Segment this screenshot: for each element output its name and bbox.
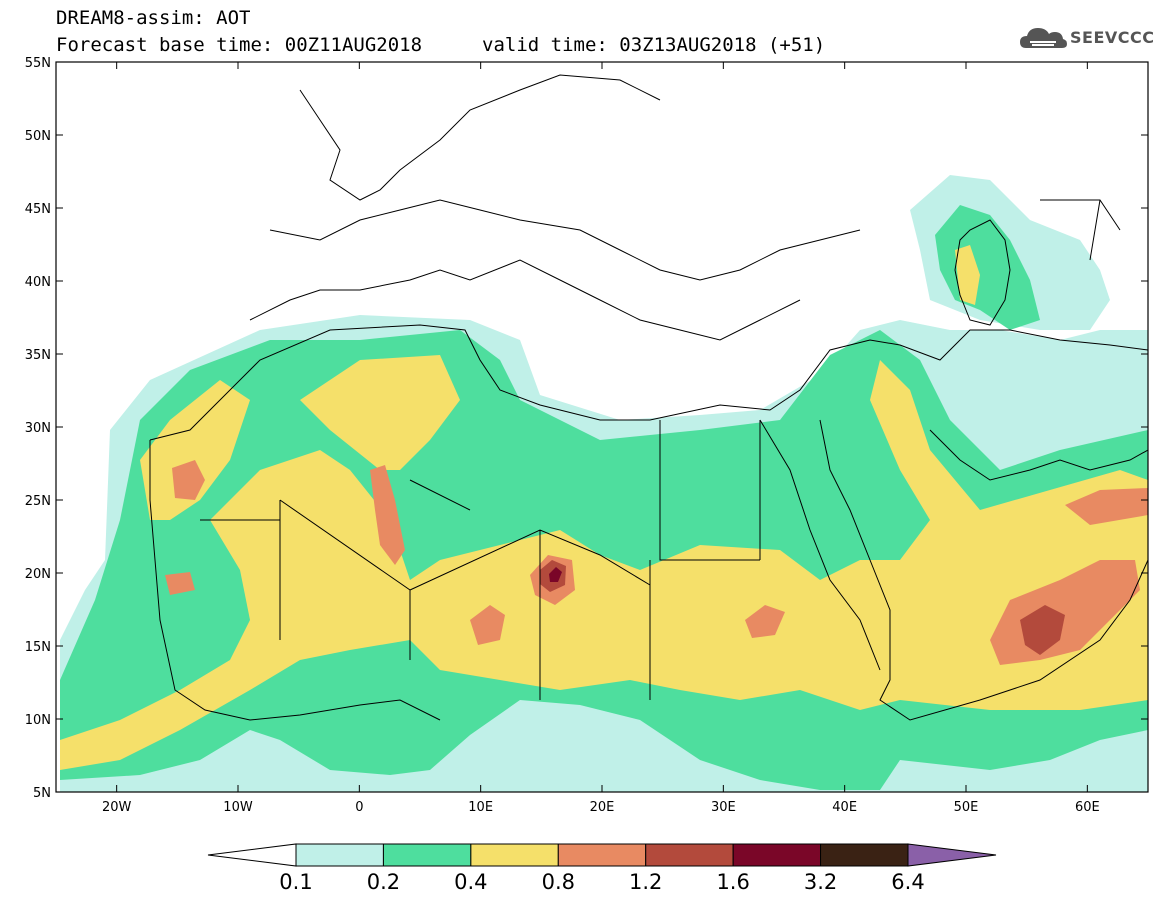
colorbar-label: 0.2 — [367, 870, 400, 894]
valid-time: valid time: 03Z13AUG2018 (+51) — [482, 34, 826, 56]
aot-band-0.4-west — [140, 380, 250, 520]
lat-tick-label: 10N — [25, 713, 51, 728]
aot-band-1.2-b — [1020, 605, 1065, 655]
lon-tick-label: 30E — [711, 800, 736, 815]
colorbar-label: 1.6 — [716, 870, 749, 894]
lon-tick-label: 10E — [468, 800, 493, 815]
aot-band-0.8-g — [172, 460, 205, 500]
colorbar-label: 0.4 — [454, 870, 487, 894]
colorbar-over-triangle — [907, 843, 997, 867]
colorbar-label: 3.2 — [804, 870, 837, 894]
colorbar-box — [645, 843, 734, 867]
aot-band-0.8-c — [370, 465, 405, 565]
lat-tick-label: 30N — [25, 421, 51, 436]
lon-tick-label: 50E — [954, 800, 979, 815]
map-title: DREAM8-assim: AOT — [56, 7, 251, 29]
colorbar: 0.1 0.2 0.4 0.8 1.2 1.6 3.2 6.4 — [207, 843, 997, 894]
lon-tick-label: 40E — [832, 800, 857, 815]
lat-tick-label: 45N — [25, 202, 51, 217]
seevccc-logo: SEEVCCC — [1018, 22, 1154, 54]
colorbar-label: 0.1 — [279, 870, 312, 894]
aot-band-1.6 — [549, 567, 562, 582]
cloud-icon — [1020, 28, 1067, 48]
longitude-axis: 20W 10W 0 10E 20E 30E 40E 50E 60E — [102, 62, 1100, 815]
aot-band-0.8-d — [470, 605, 505, 645]
lat-tick-label: 40N — [25, 275, 51, 290]
lat-tick-label: 15N — [25, 640, 51, 655]
colorbar-label: 6.4 — [891, 870, 924, 894]
colorbar-box — [820, 843, 909, 867]
colorbar-label: 1.2 — [629, 870, 662, 894]
aot-band-0.4-caspian — [955, 245, 980, 305]
aot-band-0.4-algeria — [300, 355, 460, 470]
colorbar-under-triangle — [207, 843, 297, 867]
aot-band-0.8-f — [745, 605, 785, 638]
lat-tick-label: 5N — [33, 786, 51, 801]
latitude-axis: 55N 50N 45N 40N 35N 30N 25N 20N 15N 10N 5N — [25, 56, 1148, 801]
colorbar-box — [295, 843, 384, 867]
colorbar-label: 0.8 — [542, 870, 575, 894]
lat-tick-label: 25N — [25, 494, 51, 509]
logo-text: SEEVCCC — [1070, 28, 1155, 47]
lat-tick-label: 35N — [25, 348, 51, 363]
colorbar-box — [732, 843, 822, 867]
aot-field — [60, 74, 1148, 792]
coastlines — [149, 74, 1148, 721]
lon-tick-label: 20E — [590, 800, 615, 815]
forecast-base-time: Forecast base time: 00Z11AUG2018 — [56, 34, 423, 56]
lon-tick-label: 20W — [102, 800, 132, 815]
aot-band-0.8-h — [165, 572, 195, 595]
aot-band-0.8-b — [1065, 488, 1148, 525]
lat-tick-label: 20N — [25, 567, 51, 582]
colorbar-box — [382, 843, 472, 867]
lon-tick-label: 0 — [355, 800, 363, 815]
colorbar-box — [557, 843, 647, 867]
aot-band-0.4 — [60, 360, 1148, 770]
lat-tick-label: 50N — [25, 129, 51, 144]
colorbar-box — [470, 843, 559, 867]
lon-tick-label: 60E — [1075, 800, 1100, 815]
lon-tick-label: 10W — [223, 800, 253, 815]
lat-tick-label: 55N — [25, 56, 51, 71]
